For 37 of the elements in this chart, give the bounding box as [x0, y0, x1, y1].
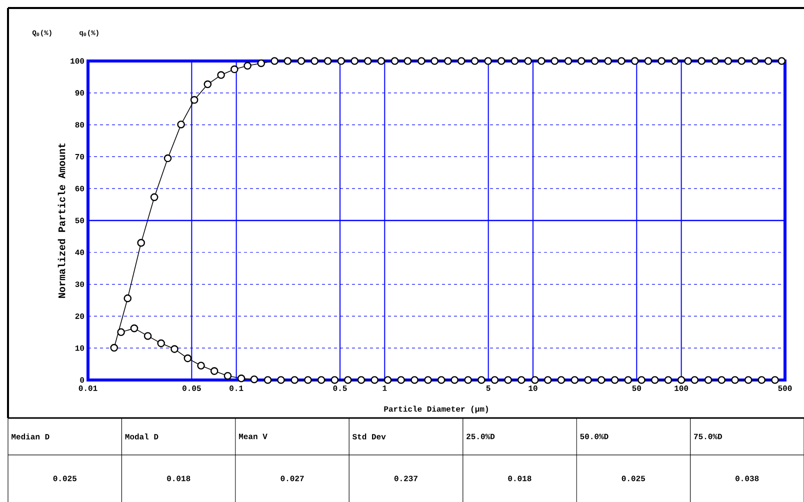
text: 0.027 [280, 476, 304, 482]
x-tick-label: 5 [486, 386, 490, 391]
text: 0.025 [622, 476, 645, 482]
y-axis-title: Normalized Particle Amount [58, 143, 66, 298]
x-tick-label: 50 [632, 386, 642, 391]
y-tick-label: 90 [75, 90, 84, 96]
y-tick-label: 10 [75, 345, 84, 351]
text: Mean V [238, 434, 268, 440]
y-tick-label: 50 [75, 218, 84, 224]
text: 0.025 [53, 476, 76, 482]
text: 50.0%D [580, 434, 608, 440]
y-tick-label: 30 [75, 282, 84, 288]
text: Modal D [125, 434, 158, 440]
x-tick-label: 100 [674, 386, 688, 391]
text: 0.018 [167, 476, 190, 482]
text: 75.0%D [694, 434, 722, 440]
y-tick-label: 60 [75, 186, 84, 192]
x-axis-title: Particle Diameter (µm) [384, 406, 488, 414]
text: 0.237 [394, 476, 418, 482]
x-tick-label: 1 [382, 386, 387, 391]
x-tick-label: 500 [778, 386, 792, 391]
y-tick-label: 100 [70, 58, 84, 64]
text: 0.038 [736, 476, 759, 482]
y-tick-label: 20 [75, 313, 84, 319]
text: Median D [12, 434, 50, 440]
x-tick-label: 0.05 [182, 386, 201, 391]
x-tick-label: 10 [528, 386, 538, 391]
x-tick-label: 0.1 [230, 386, 244, 391]
x-tick-label: 0.01 [78, 386, 98, 391]
y-tick-label: 70 [75, 154, 84, 160]
x-tick-label: 0.5 [333, 386, 347, 391]
y-tick-label: 80 [75, 122, 84, 128]
text: 25.0%D [466, 434, 495, 440]
text: Std Dev [352, 434, 386, 440]
text: 0.018 [508, 476, 532, 482]
y-tick-label: 0 [80, 377, 84, 383]
y-tick-label: 40 [75, 250, 84, 256]
